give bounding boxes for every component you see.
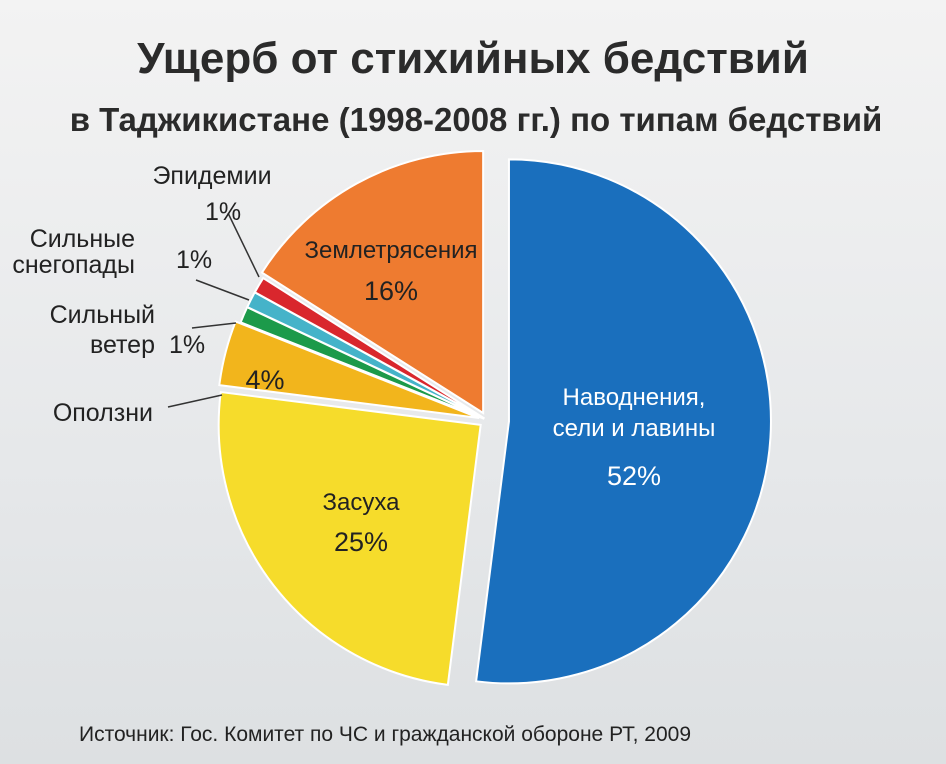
slice-epidemics [253, 276, 485, 420]
slice-earthquakes [260, 149, 485, 415]
leader-epidemics [227, 212, 260, 278]
value-earthquakes: 16% [364, 276, 418, 306]
label-snowfall: снегопады [12, 251, 135, 279]
label-floods: сели и лавины [553, 415, 716, 442]
value-snowfall: 1% [176, 246, 212, 274]
chart-subtitle: в Таджикистане (1998-2008 гг.) по типам … [70, 101, 883, 138]
value-drought: 25% [334, 527, 388, 557]
label-snowfall: Сильные [30, 225, 135, 253]
label-earthquakes: Землетрясения [305, 237, 478, 264]
label-floods: Наводнения, [563, 384, 706, 411]
label-wind: ветер [90, 331, 155, 359]
label-wind: Сильный [50, 301, 155, 329]
pie-slices [217, 149, 772, 686]
chart-source: Источник: Гос. Комитет по ЧС и гражданск… [79, 723, 691, 746]
label-epidemics: Эпидемии [152, 162, 271, 190]
value-landslides: 4% [245, 365, 284, 395]
leader-wind [191, 322, 237, 329]
leader-lines [167, 212, 260, 408]
label-landslides: Оползни [53, 399, 153, 427]
chart-title: Ущерб от стихийных бедствий [137, 34, 809, 83]
value-floods: 52% [607, 461, 661, 491]
leader-landslides [167, 394, 223, 408]
slice-floods [475, 158, 772, 685]
label-drought: Засуха [323, 489, 401, 516]
value-epidemics: 1% [205, 198, 241, 226]
slice-landslides [218, 320, 480, 420]
leader-snowfall [195, 279, 250, 301]
value-wind: 1% [169, 331, 205, 359]
slice-labels: Наводнения, сели и лавины 52% Засуха 25% 4% Оп… [12, 162, 715, 557]
slice-drought [217, 390, 482, 686]
